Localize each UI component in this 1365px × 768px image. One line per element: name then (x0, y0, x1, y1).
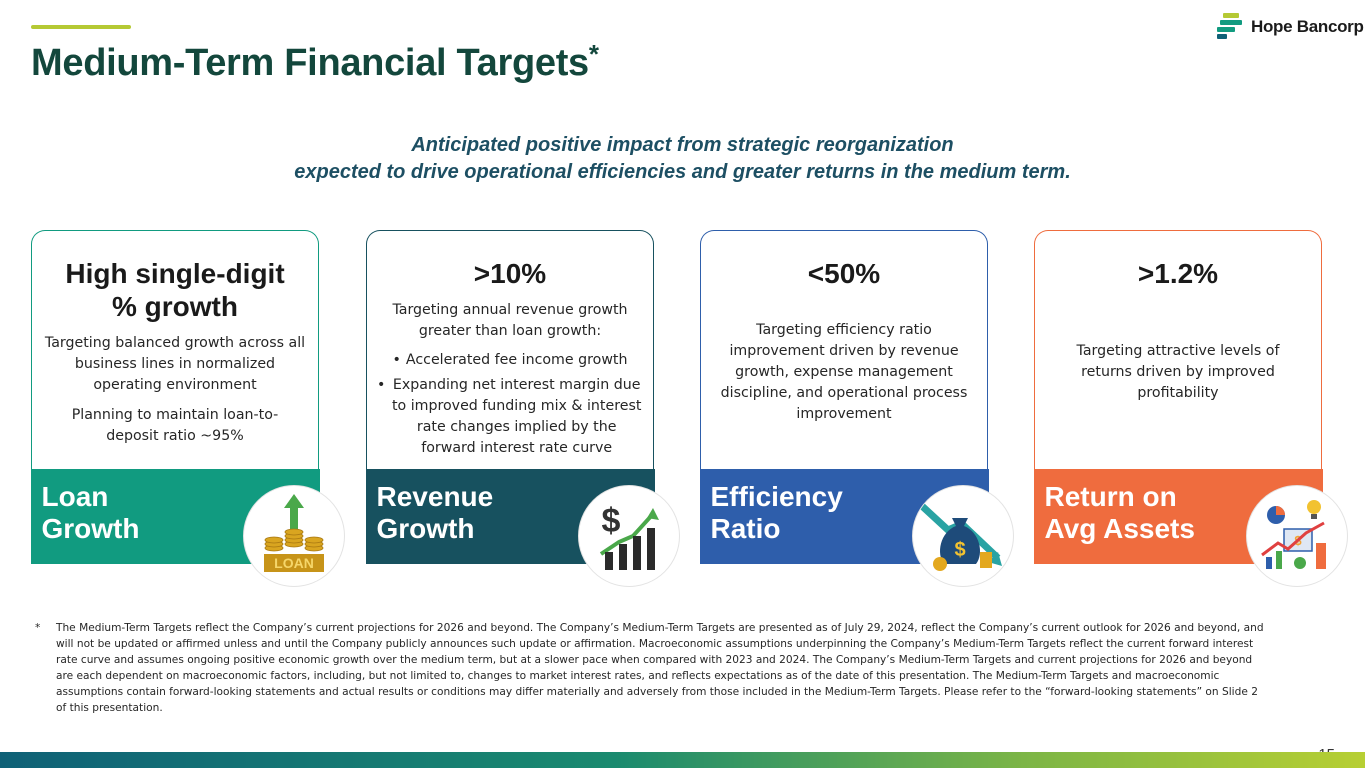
loan-growth-icon: LOAN (242, 485, 345, 587)
footnote-mark: * (35, 622, 41, 634)
card-description: Targeting attractive levels of returns d… (1076, 343, 1280, 401)
subtitle-line-1: Anticipated positive impact from strateg… (411, 134, 954, 156)
logo-text: Hope Bancorp (1251, 17, 1364, 36)
card-headline: >10% (473, 258, 547, 289)
card-description: Targeting balanced growth across all bus… (44, 335, 306, 393)
efficiency-ratio-icon: $ (911, 485, 1014, 587)
subtitle-line-2: expected to drive operational efficienci… (294, 161, 1071, 183)
footnote: * The Medium-Term Targets reflect the Co… (35, 620, 1265, 716)
footnote-text: The Medium-Term Targets reflect the Comp… (56, 622, 1264, 714)
title-accent-line (31, 25, 131, 29)
card-label: Return on Avg Assets (1044, 481, 1195, 544)
card-label: Efficiency Ratio (710, 481, 843, 544)
card-bullet-1: • Accelerated fee income growth (392, 352, 628, 368)
svg-text:LOAN: LOAN (274, 555, 314, 571)
card-description: Targeting efficiency ratio improvement d… (720, 322, 968, 422)
card-description: Targeting annual revenue growth greater … (392, 302, 628, 339)
page-title: Medium-Term Financial Targets* (31, 39, 599, 84)
bottom-gradient-bar (0, 752, 1365, 768)
card-label-band: Efficiency Ratio $ (699, 469, 1014, 587)
card-loan-growth: High single-digit % growth Targeting bal… (30, 230, 345, 587)
svg-text:$: $ (601, 502, 620, 540)
company-logo: Hope Bancorp (1217, 13, 1364, 41)
card-description-secondary: Planning to maintain loan-to-deposit rat… (71, 407, 279, 444)
card-headline: >1.2% (1137, 258, 1219, 289)
card-label: Loan Growth (41, 481, 140, 544)
card-return-on-assets: >1.2% Targeting attractive levels of ret… (1033, 230, 1348, 587)
card-headline: <50% (807, 258, 881, 289)
card-label-band: Return on Avg Assets $ (1033, 469, 1348, 587)
hope-bancorp-logo-icon (1217, 13, 1242, 39)
card-label: Revenue Growth (376, 481, 494, 544)
card-revenue-growth: >10% Targeting annual revenue growth gre… (365, 230, 680, 587)
subtitle: Anticipated positive impact from strateg… (0, 132, 1365, 186)
svg-text:$: $ (954, 539, 965, 561)
title-footnote-mark: * (588, 39, 599, 69)
card-bullet-2: • Expanding net interest margin due to im… (377, 377, 642, 456)
card-headline: High single-digit % growth (65, 258, 285, 322)
card-efficiency-ratio: <50% Targeting efficiency ratio improvem… (699, 230, 1014, 587)
card-label-band: Revenue Growth $ (365, 469, 680, 587)
revenue-growth-icon: $ (577, 485, 680, 587)
return-on-assets-icon: $ (1245, 485, 1348, 587)
card-label-band: Loan Growth LOAN (30, 469, 345, 587)
